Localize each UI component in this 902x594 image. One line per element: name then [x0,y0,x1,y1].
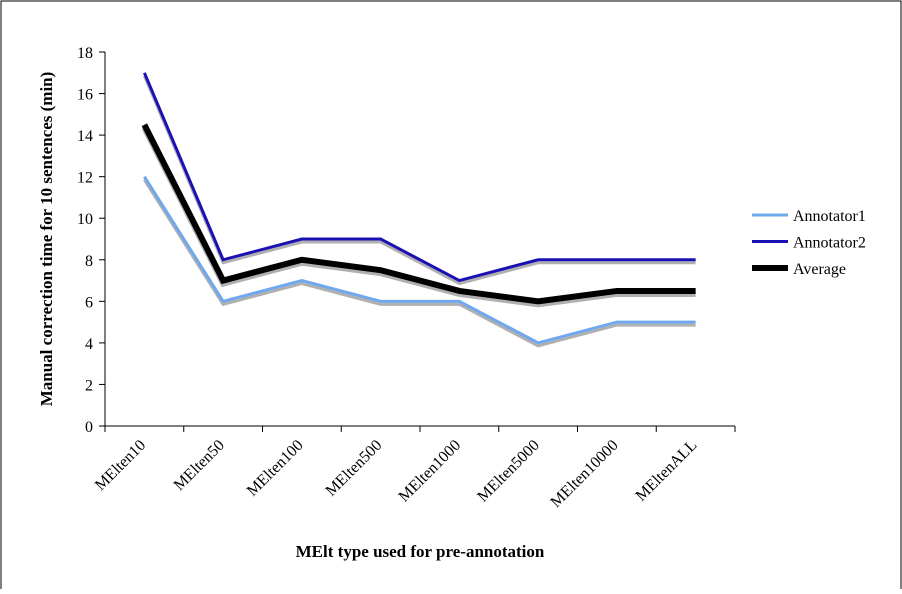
y-tick-label: 4 [85,336,93,353]
x-tick-label: MEltenALL [633,437,701,505]
series-line [141,123,696,305]
x-tick-label: MElten1000 [396,437,465,506]
line-shadow [142,75,696,286]
line-shadow [143,178,696,348]
y-tick-label: 10 [77,211,93,228]
y-tick-label: 6 [85,294,93,311]
legend-label: Annotator2 [793,235,866,252]
legend-label: Annotator1 [793,208,866,225]
y-tick-label: 16 [77,87,93,104]
series-line [142,72,696,283]
y-tick-label: 2 [85,377,93,394]
x-tick-label: MElten5000 [474,437,543,506]
x-tick-label: MElten10 [92,437,149,494]
y-tick-label: 14 [77,128,93,145]
series-line [143,175,696,345]
x-tick-label: MElten100 [244,437,307,500]
legend-label: Average [793,261,846,278]
x-tick-label: MElten500 [323,437,386,500]
y-tick-label: 0 [85,419,93,436]
y-tick-label: 8 [85,253,93,270]
x-tick-label: MElten50 [171,437,228,494]
x-axis-label: MElt type used for pre-annotation [296,542,545,561]
x-tick-label: MElten10000 [547,437,621,511]
y-tick-label: 18 [77,45,93,62]
y-tick-label: 12 [77,170,93,187]
y-axis-label: Manual correction time for 10 sentences … [37,72,56,407]
